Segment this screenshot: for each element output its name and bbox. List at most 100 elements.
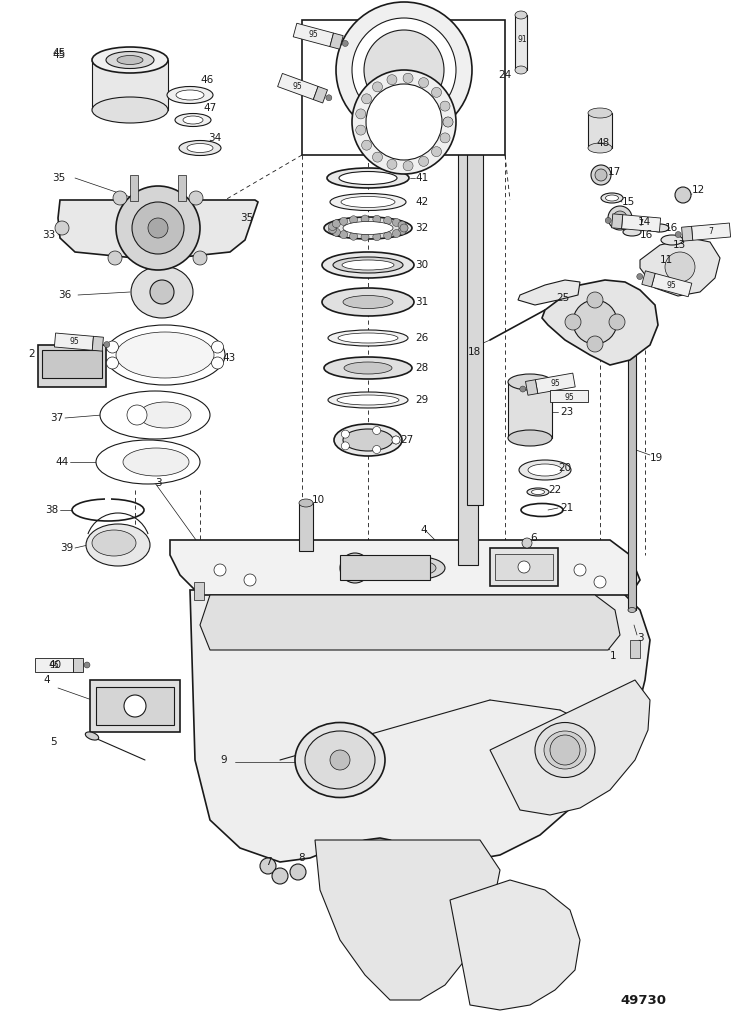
Circle shape — [398, 227, 406, 234]
Text: 16: 16 — [665, 223, 678, 233]
Circle shape — [326, 95, 332, 100]
Text: 26: 26 — [415, 333, 428, 343]
Circle shape — [595, 169, 607, 181]
Text: 40: 40 — [48, 660, 61, 670]
Circle shape — [333, 228, 341, 237]
Circle shape — [113, 191, 127, 205]
Circle shape — [400, 224, 408, 232]
Text: 39: 39 — [60, 543, 73, 553]
Text: 33: 33 — [42, 230, 55, 240]
Ellipse shape — [295, 723, 385, 798]
Circle shape — [341, 442, 350, 450]
Ellipse shape — [328, 330, 408, 346]
Bar — [515, 15, 527, 70]
Circle shape — [418, 78, 429, 88]
Ellipse shape — [519, 460, 571, 480]
Ellipse shape — [515, 11, 527, 19]
Text: 95: 95 — [308, 31, 319, 39]
Circle shape — [372, 426, 381, 434]
Circle shape — [443, 117, 453, 127]
Circle shape — [103, 342, 110, 347]
Text: 36: 36 — [58, 290, 71, 300]
Text: 7: 7 — [265, 857, 272, 867]
Ellipse shape — [535, 723, 595, 777]
Text: 25: 25 — [556, 293, 569, 303]
Text: 28: 28 — [415, 362, 428, 373]
Text: 24: 24 — [498, 70, 511, 80]
Polygon shape — [315, 840, 500, 1000]
Polygon shape — [692, 223, 731, 241]
Circle shape — [244, 574, 256, 586]
Ellipse shape — [85, 732, 99, 740]
Text: 4: 4 — [43, 675, 50, 685]
Text: 1: 1 — [610, 651, 616, 662]
Bar — [467, 75, 483, 505]
Ellipse shape — [341, 197, 395, 208]
Bar — [90, 680, 180, 732]
Text: 3: 3 — [637, 633, 644, 643]
Bar — [340, 555, 430, 580]
Circle shape — [336, 2, 472, 138]
Text: 46: 46 — [200, 75, 214, 85]
Ellipse shape — [628, 298, 636, 302]
Polygon shape — [542, 280, 658, 365]
Ellipse shape — [333, 257, 403, 273]
Polygon shape — [612, 214, 623, 228]
Circle shape — [189, 191, 203, 205]
Text: 6: 6 — [530, 534, 537, 543]
Text: 49730: 49730 — [620, 993, 666, 1007]
Ellipse shape — [322, 288, 414, 316]
Text: 2: 2 — [28, 349, 35, 359]
Circle shape — [387, 75, 397, 85]
Circle shape — [608, 206, 632, 230]
Circle shape — [609, 314, 625, 330]
Circle shape — [675, 231, 681, 238]
Ellipse shape — [131, 266, 193, 318]
Polygon shape — [518, 280, 580, 305]
Text: 48: 48 — [596, 138, 609, 148]
Text: 32: 32 — [415, 223, 428, 233]
Ellipse shape — [105, 325, 225, 385]
Ellipse shape — [123, 449, 189, 476]
Text: 95: 95 — [69, 337, 79, 346]
Circle shape — [594, 575, 606, 588]
Ellipse shape — [338, 333, 398, 343]
Ellipse shape — [328, 392, 408, 408]
Ellipse shape — [339, 171, 397, 184]
Circle shape — [366, 84, 442, 160]
Circle shape — [418, 157, 429, 166]
Text: 20: 20 — [558, 463, 571, 473]
Ellipse shape — [322, 252, 414, 278]
Ellipse shape — [515, 66, 527, 74]
Circle shape — [361, 233, 369, 241]
Text: 8: 8 — [298, 853, 304, 863]
Bar — [490, 548, 558, 586]
Text: 21: 21 — [560, 503, 573, 513]
Text: 42: 42 — [415, 197, 428, 207]
Ellipse shape — [92, 97, 168, 123]
Text: 5: 5 — [50, 737, 57, 746]
Bar — [540, 497, 545, 502]
Circle shape — [84, 662, 90, 668]
Text: 7: 7 — [709, 227, 714, 237]
Circle shape — [340, 230, 347, 239]
Text: 95: 95 — [564, 392, 574, 401]
Text: 30: 30 — [415, 260, 428, 270]
Polygon shape — [535, 373, 575, 393]
Polygon shape — [92, 336, 103, 351]
Text: 17: 17 — [608, 167, 621, 177]
Circle shape — [361, 215, 369, 223]
Circle shape — [361, 140, 372, 151]
Circle shape — [392, 218, 401, 226]
Ellipse shape — [117, 55, 143, 65]
Polygon shape — [313, 86, 327, 103]
Circle shape — [350, 216, 358, 224]
Circle shape — [352, 70, 456, 174]
Bar — [495, 554, 553, 580]
Circle shape — [132, 202, 184, 254]
Text: 95: 95 — [49, 660, 59, 670]
Bar — [508, 382, 552, 438]
Text: 15: 15 — [622, 197, 636, 207]
Text: 3: 3 — [155, 478, 162, 488]
Bar — [38, 345, 106, 387]
